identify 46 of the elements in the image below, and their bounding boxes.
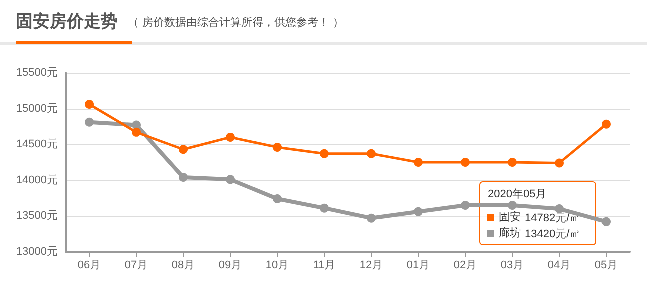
chart-title: 固安房价走势 <box>16 12 118 32</box>
y-tick-label: 14500元 <box>16 138 58 151</box>
point <box>508 158 517 167</box>
y-tick-label: 13500元 <box>16 210 58 222</box>
legend-label: 廊坊 <box>499 226 521 240</box>
x-tick-label: 10月 <box>266 260 290 272</box>
x-tick-label: 03月 <box>500 260 524 272</box>
x-tick-label: 08月 <box>172 260 196 272</box>
point <box>226 132 235 142</box>
x-tick-label: 12月 <box>360 260 384 272</box>
point <box>461 158 470 167</box>
point <box>179 173 188 182</box>
point <box>85 118 94 127</box>
point <box>555 158 564 168</box>
point <box>179 145 188 154</box>
point <box>132 128 141 137</box>
point <box>320 149 329 158</box>
x-tick-label: 05月 <box>594 260 618 272</box>
point <box>367 214 376 223</box>
point <box>414 207 423 216</box>
point <box>461 200 470 210</box>
point <box>367 149 376 158</box>
point <box>508 200 517 210</box>
point <box>414 158 423 167</box>
y-tick-label: 14000元 <box>16 174 58 186</box>
annotation: 2020年05月 <box>488 188 547 200</box>
legend-label: 固安 <box>499 210 521 224</box>
point <box>85 100 94 109</box>
x-tick-label: 01月 <box>406 260 430 272</box>
point <box>602 217 611 226</box>
point <box>273 142 282 152</box>
x-tick-label: 09月 <box>218 260 242 272</box>
y-tick-label: 15500元 <box>16 67 58 79</box>
y-tick-label: 13000元 <box>16 246 58 258</box>
y-tick-label: 15000元 <box>16 102 58 115</box>
point <box>273 194 282 204</box>
point <box>226 175 235 184</box>
x-tick-label: 02月 <box>454 260 478 272</box>
x-tick-label: 06月 <box>78 260 102 272</box>
x-tick-label: 04月 <box>548 260 572 272</box>
point <box>320 204 329 213</box>
annotation: 13420元/㎡ <box>525 228 581 240</box>
x-tick-label: 11月 <box>313 260 336 272</box>
point <box>602 120 611 129</box>
x-tick-label: 07月 <box>124 260 148 272</box>
chart-subtitle: （ 房价数据由综合计算所得，供您参考！ ） <box>128 15 344 30</box>
